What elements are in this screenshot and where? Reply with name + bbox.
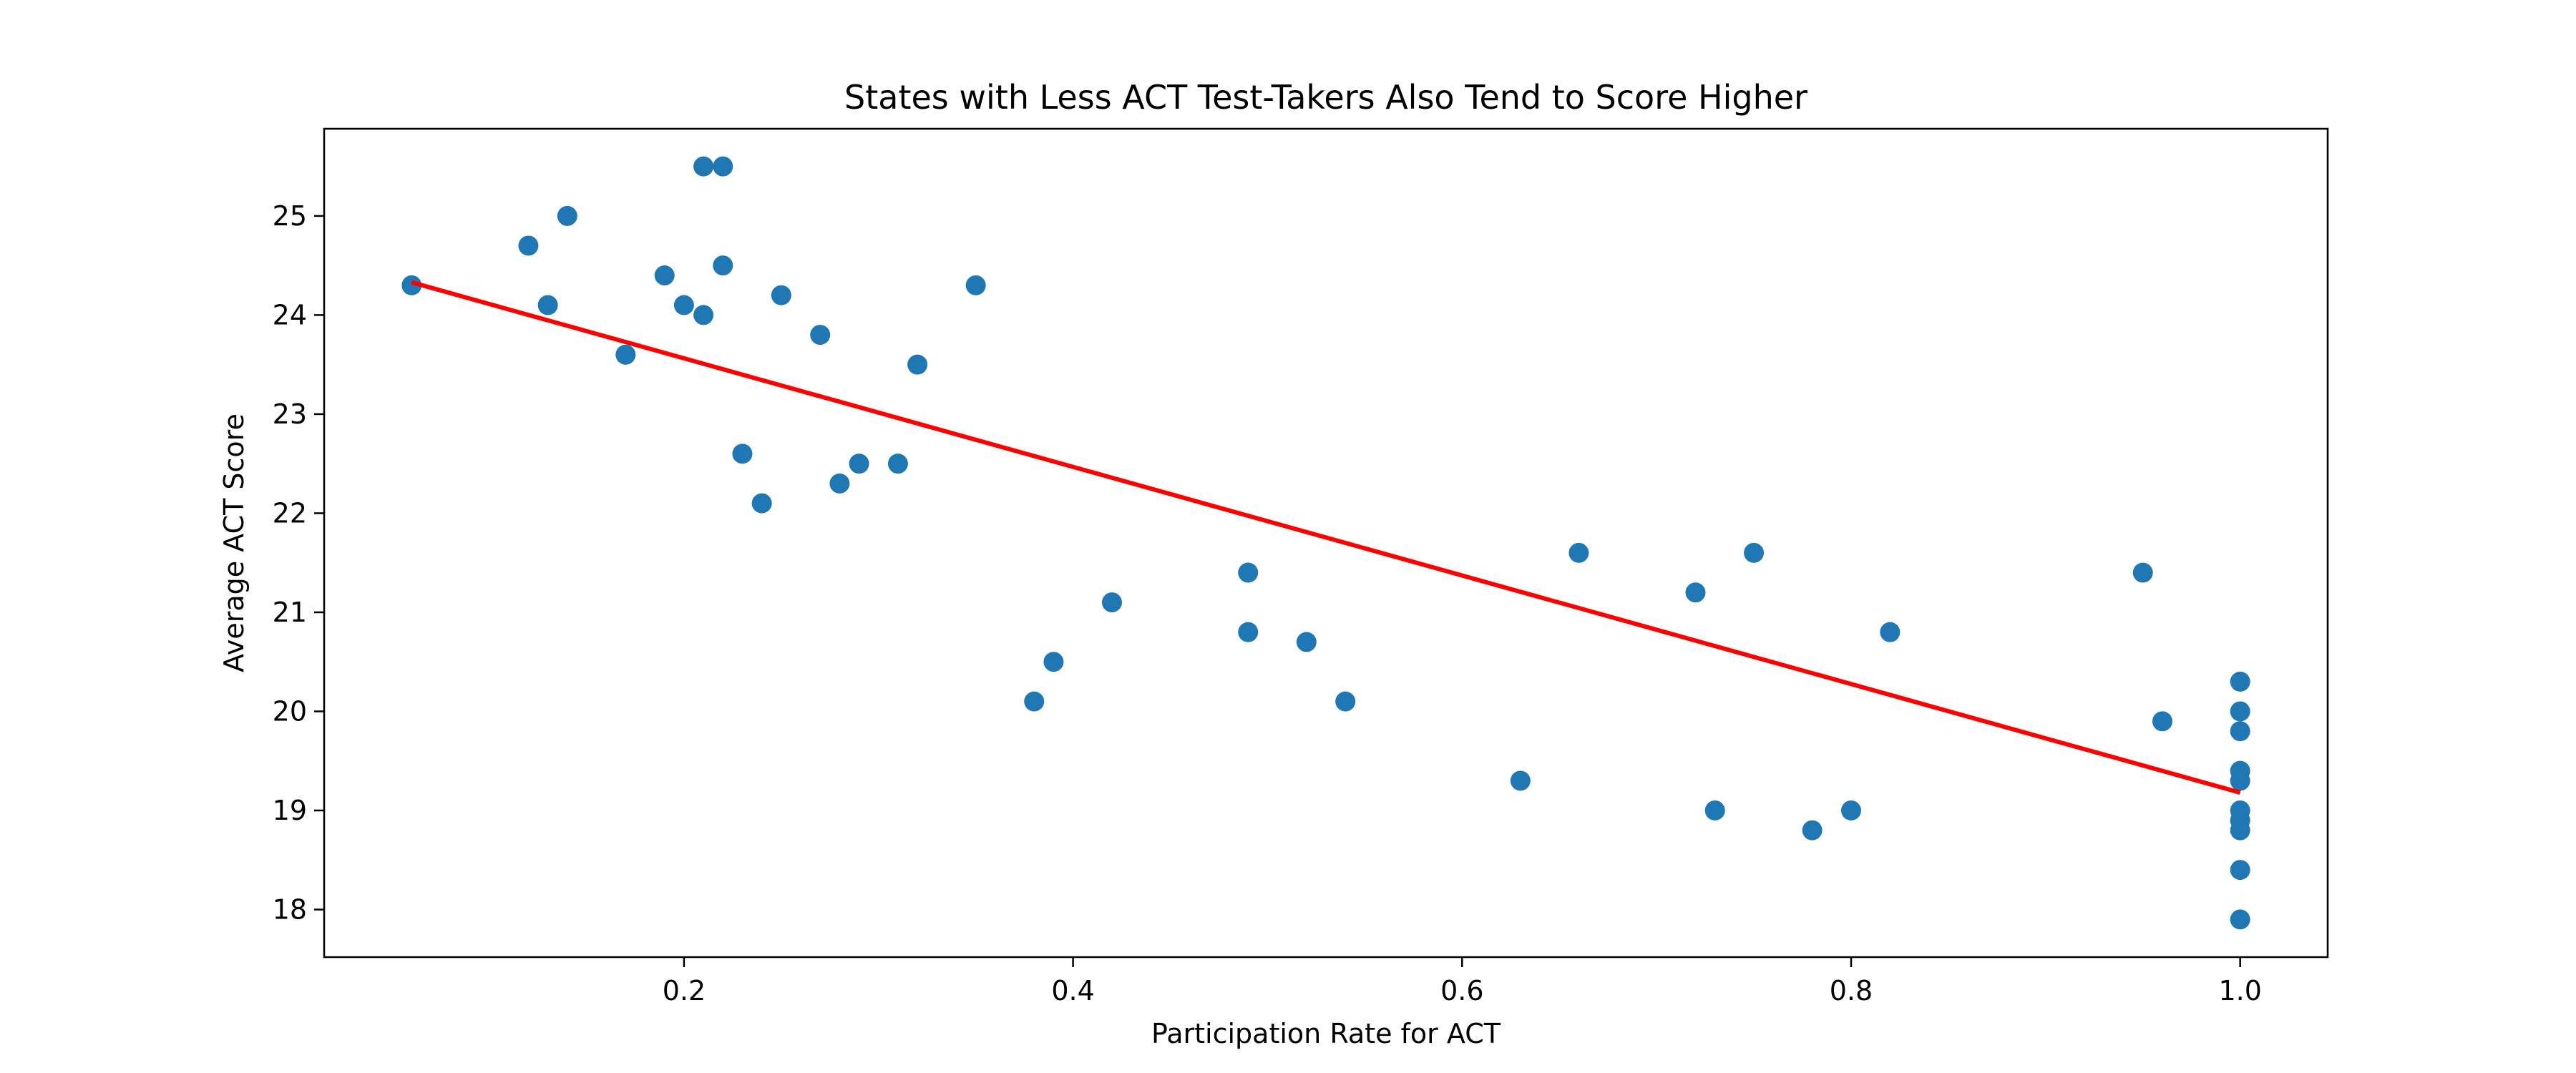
data-point: [654, 265, 675, 286]
data-point: [1101, 592, 1122, 613]
x-axis-ticks: 0.2 0.4 0.6 0.8 1.0: [663, 957, 2262, 1006]
y-tick-label: 20: [273, 695, 307, 727]
data-point: [673, 295, 694, 315]
data-point: [2230, 860, 2250, 881]
data-point: [1568, 542, 1589, 563]
data-point: [965, 275, 986, 295]
y-tick-label: 23: [273, 398, 307, 430]
data-point: [1043, 652, 1064, 672]
y-tick-label: 21: [273, 597, 307, 628]
x-tick-label: 0.6: [1440, 975, 1483, 1006]
y-tick-label: 22: [273, 497, 307, 529]
y-tick-label: 25: [273, 200, 307, 232]
data-point: [751, 493, 772, 514]
data-point: [1744, 542, 1765, 563]
data-point: [1704, 800, 1725, 820]
x-axis-label: Participation Rate for ACT: [1151, 1018, 1501, 1049]
regression-line: [411, 280, 2241, 795]
data-point: [2230, 909, 2250, 930]
data-point: [2230, 770, 2250, 791]
data-point: [615, 344, 636, 365]
y-axis-label: Average ACT Score: [218, 413, 250, 672]
x-tick-label: 1.0: [2218, 975, 2261, 1006]
data-point: [713, 255, 733, 276]
x-tick-label: 0.2: [663, 975, 706, 1006]
data-point: [401, 275, 422, 295]
data-point: [518, 235, 539, 256]
data-point: [849, 454, 869, 474]
data-point: [2132, 562, 2153, 583]
data-point: [557, 205, 577, 226]
x-tick-label: 0.4: [1051, 975, 1094, 1006]
data-point: [732, 444, 753, 464]
y-tick-label: 24: [273, 299, 307, 330]
data-point: [1335, 691, 1356, 712]
data-point: [810, 325, 831, 346]
data-point: [771, 285, 791, 305]
y-axis-ticks: 18 19 20 21 22 23 24 25: [273, 200, 324, 926]
data-point: [907, 354, 928, 375]
data-point: [887, 454, 908, 474]
data-point: [1238, 562, 1259, 583]
data-point: [1024, 691, 1045, 712]
data-point: [713, 156, 733, 177]
data-point: [2230, 721, 2250, 742]
data-point: [1510, 770, 1531, 791]
data-point: [829, 473, 850, 494]
data-point: [2230, 671, 2250, 692]
chart-title: States with Less ACT Test-Takers Also Te…: [844, 78, 1807, 117]
plot-frame: [323, 127, 2329, 959]
data-point: [2152, 711, 2172, 732]
x-tick-label: 0.8: [1830, 975, 1873, 1006]
data-point: [2230, 820, 2250, 841]
y-tick-label: 18: [273, 894, 307, 926]
y-tick-label: 19: [273, 795, 307, 826]
data-point: [537, 295, 558, 315]
data-point: [693, 156, 714, 177]
data-point: [1880, 622, 1901, 642]
data-point: [1840, 800, 1861, 820]
plot-area: [401, 156, 2250, 930]
data-point: [2230, 701, 2250, 722]
data-point: [1238, 622, 1259, 642]
data-point: [1685, 582, 1706, 603]
data-point: [1802, 820, 1823, 841]
data-point: [693, 305, 714, 325]
data-point: [1296, 632, 1317, 652]
